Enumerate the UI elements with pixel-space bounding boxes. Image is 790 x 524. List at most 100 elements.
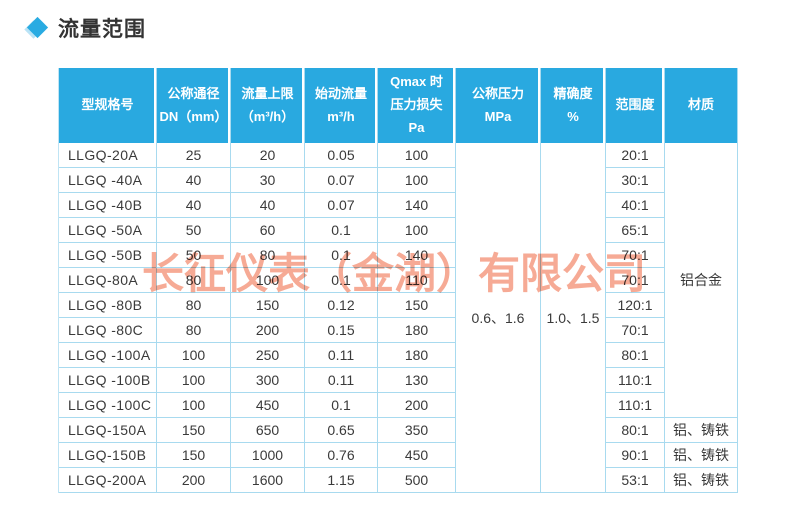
header-pressure-loss: Qmax 时 压力损失 Pa xyxy=(378,68,455,143)
table-cell: 100 xyxy=(231,268,304,293)
column-flow-max-cells: 20 30 40 60 80 100 150 200 250 300 450 650 1000 1600 xyxy=(231,143,304,493)
header-range-ratio: 范围度 xyxy=(606,68,664,143)
table-cell: 20:1 xyxy=(606,143,664,168)
table-cell: 450 xyxy=(378,443,455,468)
table-cell: 铝、铸铁 xyxy=(665,468,737,493)
column-dn: 公称通径 DN（mm） 25 40 40 50 50 80 80 80 100 100 100 150… xyxy=(157,68,231,493)
table-cell: LLGQ-200A xyxy=(59,468,156,493)
column-pressure-loss-cells: 100 100 140 100 140 110 150 180 180 130 200 350 450 5… xyxy=(378,143,455,493)
table-cell: 250 xyxy=(231,343,304,368)
table-cell: 40 xyxy=(231,193,304,218)
flow-range-table: 型规格号 LLGQ-20A LLGQ -40A LLGQ -40B LLGQ -50A… xyxy=(58,68,738,493)
table-cell: 0.15 xyxy=(305,318,377,343)
table-cell: 150 xyxy=(157,443,230,468)
column-range-ratio: 范围度 20:1 30:1 40:1 65:1 70:1 70:1 120:1 70:1 80:… xyxy=(606,68,665,493)
table-cell: 0.1 xyxy=(305,243,377,268)
table-cell: 80 xyxy=(157,293,230,318)
column-range-ratio-cells: 20:1 30:1 40:1 65:1 70:1 70:1 120:1 70:1 80:1 110… xyxy=(606,143,664,493)
table-cell: 70:1 xyxy=(606,268,664,293)
section-title-row: 流量范围 xyxy=(24,13,146,43)
page-title: 流量范围 xyxy=(58,18,146,41)
table-cell: 0.05 xyxy=(305,143,377,168)
table-cell: 0.11 xyxy=(305,368,377,393)
table-cell: 40:1 xyxy=(606,193,664,218)
column-pressure-rating: 公称压力 MPa 0.6、1.6 xyxy=(456,68,541,493)
header-model: 型规格号 xyxy=(59,68,156,143)
table-cell: LLGQ-20A xyxy=(59,143,156,168)
table-cell: LLGQ -100C xyxy=(59,393,156,418)
table-cell: LLGQ -100B xyxy=(59,368,156,393)
table-cell: 80 xyxy=(157,318,230,343)
column-pressure-loss: Qmax 时 压力损失 Pa 100 100 140 100 140 110 150 180 1… xyxy=(378,68,456,493)
table-cell: 50 xyxy=(157,243,230,268)
table-cell: 180 xyxy=(378,343,455,368)
table-cell: 0.07 xyxy=(305,168,377,193)
table-cell: 120:1 xyxy=(606,293,664,318)
table-cell: 铝、铸铁 xyxy=(665,443,737,468)
table-cell: 500 xyxy=(378,468,455,493)
table-cell: 140 xyxy=(378,243,455,268)
table-cell: 0.76 xyxy=(305,443,377,468)
table-cell: 100 xyxy=(378,168,455,193)
table-cell: 1600 xyxy=(231,468,304,493)
table-cell: 100 xyxy=(378,143,455,168)
table-cell: 200 xyxy=(231,318,304,343)
table-cell: LLGQ -80C xyxy=(59,318,156,343)
merged-cell-pressure-rating: 0.6、1.6 xyxy=(456,143,540,493)
table-cell: 110:1 xyxy=(606,393,664,418)
table-cell: 1.15 xyxy=(305,468,377,493)
column-material: 材质 铝合金 铝、铸铁 铝、铸铁 铝、铸铁 xyxy=(665,68,738,493)
table-cell: 20 xyxy=(231,143,304,168)
table-cell: 70:1 xyxy=(606,243,664,268)
table-cell: 0.07 xyxy=(305,193,377,218)
table-cell: 110:1 xyxy=(606,368,664,393)
table-cell: LLGQ -40B xyxy=(59,193,156,218)
table-cell: LLGQ-80A xyxy=(59,268,156,293)
column-model-cells: LLGQ-20A LLGQ -40A LLGQ -40B LLGQ -50A LLGQ … xyxy=(59,143,156,493)
table-cell: 80:1 xyxy=(606,418,664,443)
table-cell: 30:1 xyxy=(606,168,664,193)
header-pressure-rating: 公称压力 MPa xyxy=(456,68,540,143)
table-cell: 0.1 xyxy=(305,218,377,243)
table-cell: 150 xyxy=(157,418,230,443)
table-cell: 100 xyxy=(157,393,230,418)
table-cell: 25 xyxy=(157,143,230,168)
table-cell: 65:1 xyxy=(606,218,664,243)
table-cell: 90:1 xyxy=(606,443,664,468)
table-cell: 40 xyxy=(157,193,230,218)
table-cell: 80 xyxy=(157,268,230,293)
header-dn: 公称通径 DN（mm） xyxy=(157,68,230,143)
header-start-flow: 始动流量 m³/h xyxy=(305,68,377,143)
table-cell: 200 xyxy=(378,393,455,418)
table-cell: 0.65 xyxy=(305,418,377,443)
table-cell: 140 xyxy=(378,193,455,218)
table-cell: 150 xyxy=(231,293,304,318)
table-cell: 60 xyxy=(231,218,304,243)
table-cell: 0.1 xyxy=(305,393,377,418)
table-cell: 130 xyxy=(378,368,455,393)
column-flow-max: 流量上限 （m³/h） 20 30 40 60 80 100 150 200 250 300 450… xyxy=(231,68,305,493)
merged-cell-material: 铝合金 xyxy=(665,143,737,418)
table-cell: 100 xyxy=(378,218,455,243)
column-start-flow: 始动流量 m³/h 0.05 0.07 0.07 0.1 0.1 0.1 0.12 0.15 0… xyxy=(305,68,378,493)
table-cell: 350 xyxy=(378,418,455,443)
table-cell: 650 xyxy=(231,418,304,443)
column-material-cells: 铝、铸铁 铝、铸铁 铝、铸铁 xyxy=(665,418,737,493)
table-cell: LLGQ-150A xyxy=(59,418,156,443)
table-cell: 100 xyxy=(157,343,230,368)
table-cell: LLGQ -50A xyxy=(59,218,156,243)
table-cell: 200 xyxy=(157,468,230,493)
table-cell: LLGQ -80B xyxy=(59,293,156,318)
table-cell: 0.12 xyxy=(305,293,377,318)
column-start-flow-cells: 0.05 0.07 0.07 0.1 0.1 0.1 0.12 0.15 0.11 0.11 0.1… xyxy=(305,143,377,493)
header-flow-max: 流量上限 （m³/h） xyxy=(231,68,304,143)
table-cell: 300 xyxy=(231,368,304,393)
table-cell: 铝、铸铁 xyxy=(665,418,737,443)
table-cell: 0.11 xyxy=(305,343,377,368)
table-cell: LLGQ -40A xyxy=(59,168,156,193)
table-cell: 80 xyxy=(231,243,304,268)
header-accuracy: 精确度 % xyxy=(541,68,605,143)
table-cell: LLGQ -100A xyxy=(59,343,156,368)
table-cell: 53:1 xyxy=(606,468,664,493)
table-cell: 70:1 xyxy=(606,318,664,343)
